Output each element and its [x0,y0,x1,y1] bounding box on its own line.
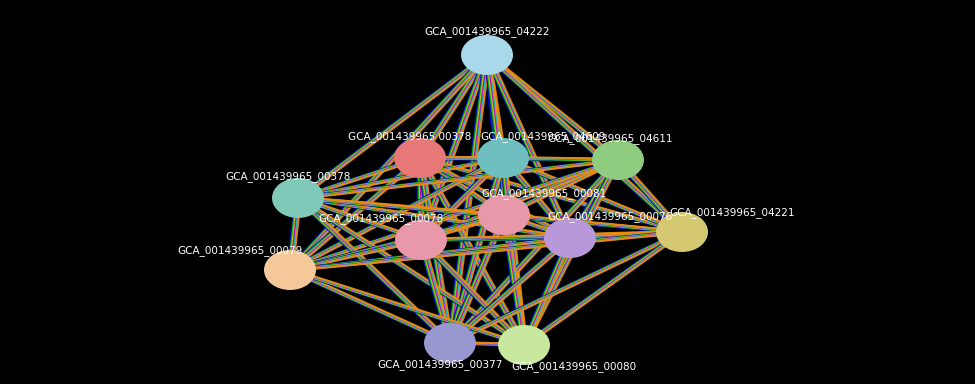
Ellipse shape [394,138,446,178]
Ellipse shape [544,218,596,258]
Ellipse shape [395,220,447,260]
Ellipse shape [477,138,529,178]
Text: GCA_001439965_04222: GCA_001439965_04222 [424,26,550,37]
Ellipse shape [592,140,644,180]
Ellipse shape [498,325,550,365]
Text: GCA_001439965_00079: GCA_001439965_00079 [177,245,302,256]
Ellipse shape [264,250,316,290]
Text: GCA_001439965_00076: GCA_001439965_00076 [547,211,673,222]
Text: GCA_001439965 00378: GCA_001439965 00378 [348,131,472,142]
Text: GCA_001439965_00080: GCA_001439965_00080 [512,361,637,372]
Ellipse shape [424,323,476,363]
Text: GCA_001439965_04221: GCA_001439965_04221 [669,207,795,218]
Text: GCA_001439965_00378: GCA_001439965_00378 [225,171,351,182]
Ellipse shape [272,178,324,218]
Ellipse shape [478,195,530,235]
Text: GCA_001439965_00377: GCA_001439965_00377 [377,359,503,370]
Text: GCA_001439965_00078: GCA_001439965_00078 [319,213,444,224]
Text: GCA_001439965_00081: GCA_001439965_00081 [482,188,606,199]
Ellipse shape [461,35,513,75]
Ellipse shape [656,212,708,252]
Text: GCA_001439965_04611: GCA_001439965_04611 [548,133,673,144]
Text: GCA_001439965_04609: GCA_001439965_04609 [481,131,605,142]
